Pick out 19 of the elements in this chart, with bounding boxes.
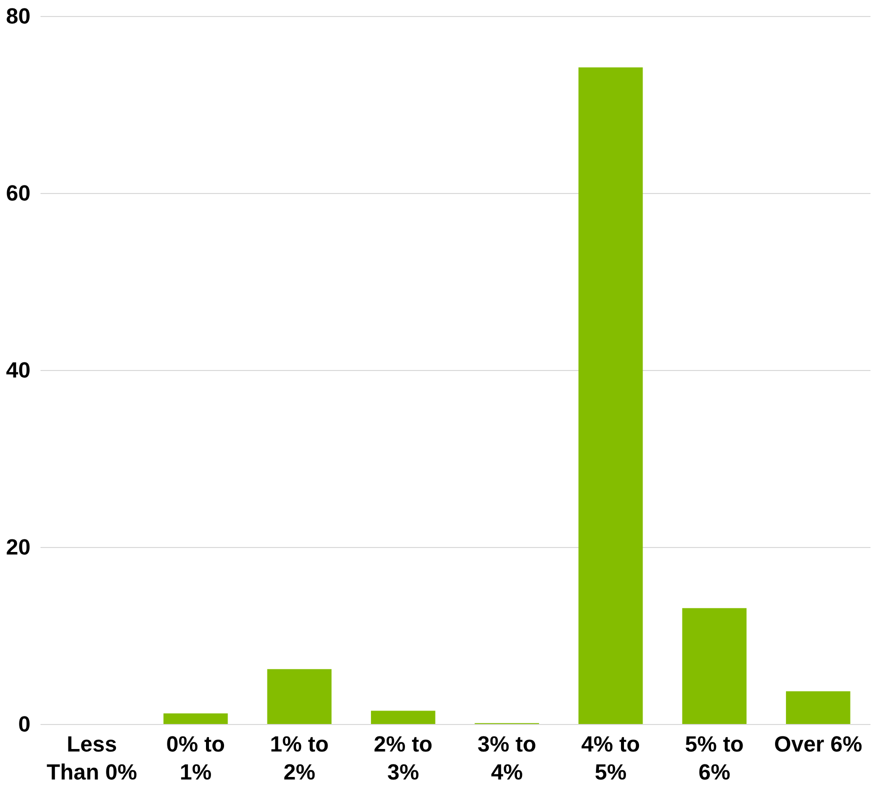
x-tick-label: 4% to 5% bbox=[581, 732, 640, 784]
x-tick-label: Less Than 0% bbox=[46, 732, 138, 784]
bar bbox=[578, 67, 643, 724]
y-tick-label: 0 bbox=[18, 712, 30, 736]
x-tick-label: 3% to 4% bbox=[478, 732, 536, 784]
bar bbox=[163, 713, 228, 724]
y-tick-label: 20 bbox=[6, 534, 30, 560]
y-tick-label: 60 bbox=[6, 180, 30, 206]
x-tick-label: 0% to 1% bbox=[166, 732, 225, 784]
x-tick-label: Over 6% bbox=[774, 732, 862, 756]
y-tick-label: 40 bbox=[6, 358, 30, 382]
bar bbox=[786, 691, 850, 724]
bar bbox=[267, 669, 332, 724]
y-tick-label: 80 bbox=[6, 4, 30, 28]
bar bbox=[370, 710, 436, 724]
x-tick-label: 2% to 3% bbox=[374, 732, 432, 784]
bar bbox=[682, 608, 747, 724]
x-tick-label: 5% to 6% bbox=[685, 732, 744, 784]
x-tick-label: 1% to 2% bbox=[270, 732, 329, 784]
